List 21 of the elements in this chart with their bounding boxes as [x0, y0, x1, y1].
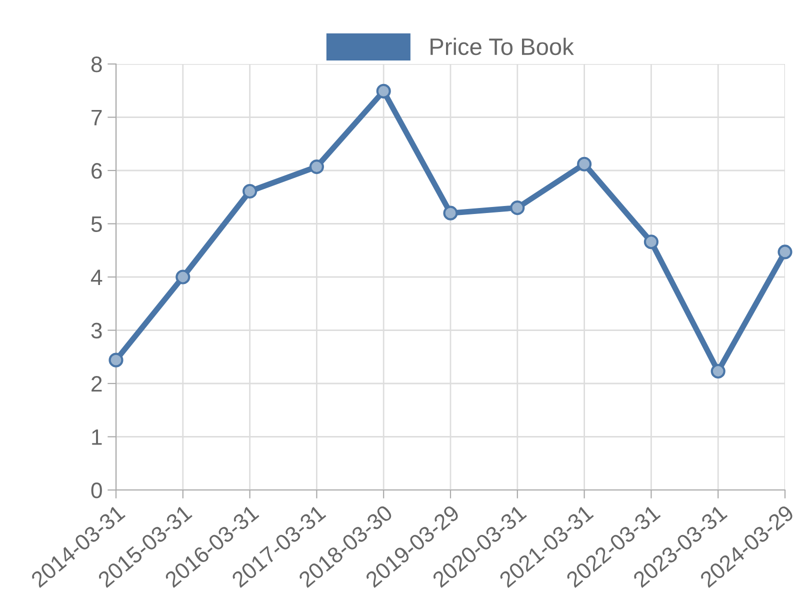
point — [510, 200, 525, 216]
point — [644, 234, 658, 250]
point — [242, 184, 258, 199]
legend-label: Price To Book — [430, 38, 574, 56]
point — [376, 84, 391, 98]
point — [108, 352, 124, 368]
point — [577, 156, 592, 172]
y-tick-label: 3 — [91, 322, 102, 339]
point — [309, 159, 324, 174]
y-tick-label: 0 — [91, 482, 102, 498]
y-tick-label: 4 — [90, 270, 102, 286]
y-tick-label: 6 — [92, 163, 102, 179]
y-tick-label: 8 — [91, 56, 102, 72]
point — [176, 270, 190, 284]
point — [443, 206, 458, 220]
y-tick-label: 2 — [92, 376, 102, 392]
y-tick-label: 7 — [92, 110, 102, 126]
point — [778, 244, 792, 260]
y-tick-label: 1 — [92, 430, 102, 445]
y-tick-label: 5 — [91, 216, 102, 232]
point — [710, 364, 726, 379]
